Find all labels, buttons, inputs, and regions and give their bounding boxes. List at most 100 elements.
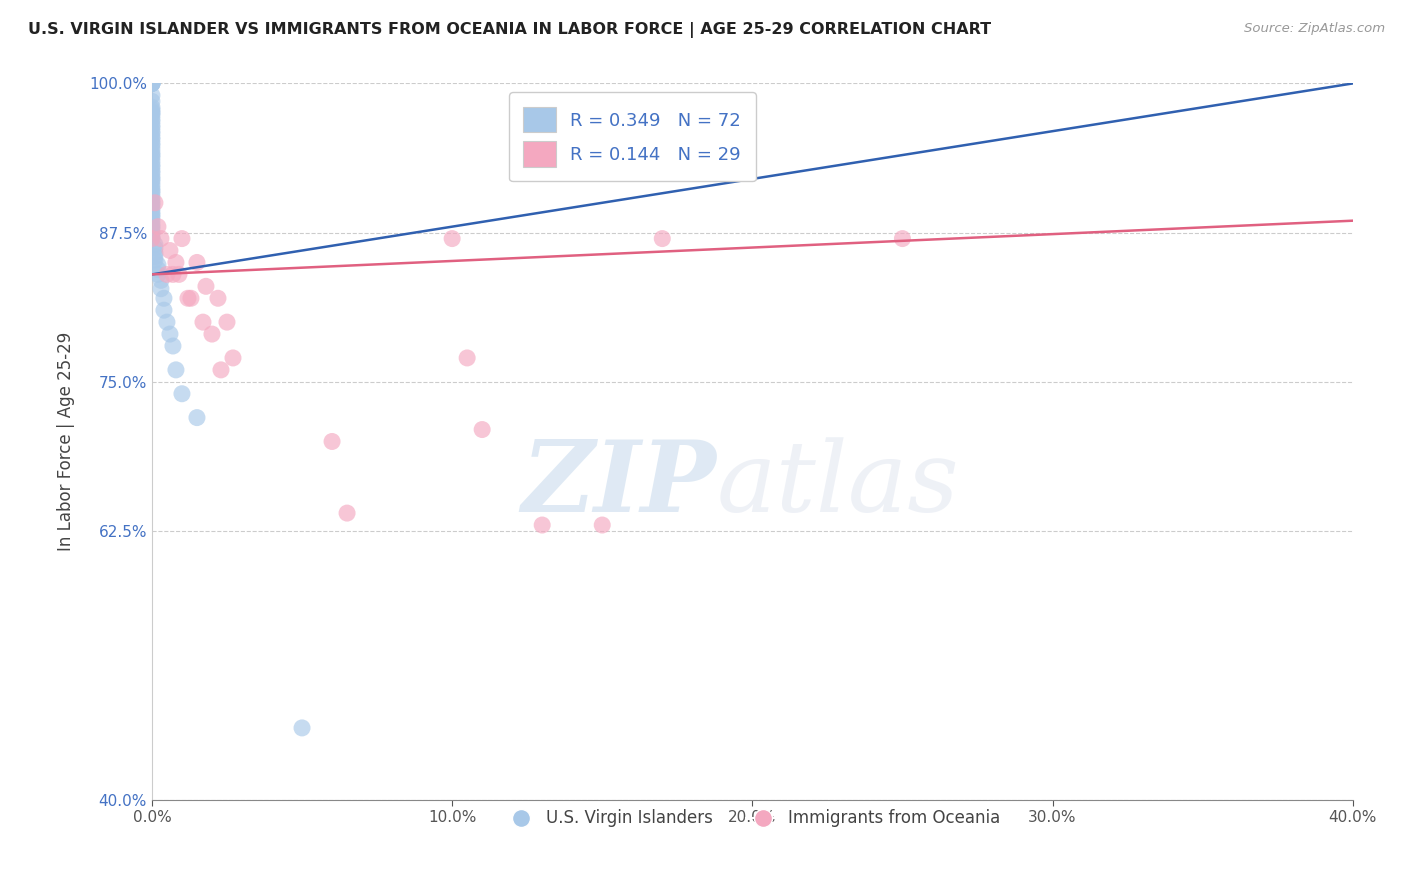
Point	[141, 198, 163, 212]
Point	[153, 291, 176, 305]
Point	[471, 423, 494, 437]
Point	[141, 163, 163, 178]
Point	[141, 186, 163, 201]
Point	[141, 148, 163, 162]
Point	[170, 386, 193, 401]
Point	[149, 282, 172, 296]
Point	[209, 363, 232, 377]
Point	[141, 127, 163, 141]
Text: ZIP: ZIP	[522, 436, 716, 533]
Point	[141, 120, 163, 135]
Point	[215, 315, 238, 329]
Point	[141, 205, 163, 219]
Point	[162, 268, 184, 282]
Point	[141, 77, 163, 91]
Point	[141, 208, 163, 222]
Point	[222, 351, 245, 365]
Point	[141, 154, 163, 169]
Point	[141, 88, 163, 103]
Point	[321, 434, 343, 449]
Point	[141, 181, 163, 195]
Point	[156, 315, 179, 329]
Point	[141, 222, 163, 236]
Text: U.S. VIRGIN ISLANDER VS IMMIGRANTS FROM OCEANIA IN LABOR FORCE | AGE 25-29 CORRE: U.S. VIRGIN ISLANDER VS IMMIGRANTS FROM …	[28, 22, 991, 38]
Point	[186, 255, 208, 269]
Point	[141, 166, 163, 180]
Point	[207, 291, 229, 305]
Point	[141, 105, 163, 120]
Point	[591, 518, 613, 533]
Point	[143, 237, 166, 252]
Point	[141, 231, 163, 245]
Point	[141, 231, 163, 245]
Point	[141, 160, 163, 174]
Point	[141, 142, 163, 156]
Point	[141, 109, 163, 123]
Point	[159, 244, 181, 258]
Point	[143, 250, 166, 264]
Point	[143, 241, 166, 255]
Point	[141, 158, 163, 172]
Point	[201, 327, 224, 342]
Point	[180, 291, 202, 305]
Point	[141, 77, 163, 91]
Point	[165, 255, 187, 269]
Point	[141, 178, 163, 192]
Point	[456, 351, 478, 365]
Point	[141, 77, 163, 91]
Point	[141, 229, 163, 244]
Point	[143, 253, 166, 268]
Point	[141, 118, 163, 132]
Point	[146, 219, 169, 234]
Point	[141, 213, 163, 227]
Point	[141, 174, 163, 188]
Point	[336, 506, 359, 520]
Point	[141, 226, 163, 240]
Point	[146, 258, 169, 272]
Point	[141, 114, 163, 128]
Point	[141, 145, 163, 160]
Point	[141, 100, 163, 114]
Point	[191, 315, 214, 329]
Point	[149, 231, 172, 245]
Point	[159, 327, 181, 342]
Point	[143, 195, 166, 210]
Point	[141, 190, 163, 204]
Point	[141, 217, 163, 231]
Point	[167, 268, 190, 282]
Point	[441, 231, 464, 245]
Legend: U.S. Virgin Islanders, Immigrants from Oceania: U.S. Virgin Islanders, Immigrants from O…	[498, 803, 1007, 834]
Text: atlas: atlas	[716, 437, 959, 533]
Point	[156, 268, 179, 282]
Point	[141, 184, 163, 198]
Point	[141, 138, 163, 153]
Point	[141, 106, 163, 120]
Point	[141, 112, 163, 127]
Point	[146, 262, 169, 277]
Point	[186, 410, 208, 425]
Point	[141, 202, 163, 216]
Point	[194, 279, 217, 293]
Point	[531, 518, 554, 533]
Point	[149, 273, 172, 287]
Point	[141, 172, 163, 186]
Point	[141, 195, 163, 210]
Point	[141, 169, 163, 184]
Point	[141, 103, 163, 117]
Point	[146, 268, 169, 282]
Point	[153, 303, 176, 318]
Point	[141, 77, 163, 91]
Y-axis label: In Labor Force | Age 25-29: In Labor Force | Age 25-29	[58, 332, 75, 551]
Point	[141, 132, 163, 146]
Point	[141, 194, 163, 208]
Point	[143, 246, 166, 260]
Point	[141, 210, 163, 224]
Point	[141, 136, 163, 150]
Point	[291, 721, 314, 735]
Point	[651, 231, 673, 245]
Point	[165, 363, 187, 377]
Point	[141, 130, 163, 145]
Point	[141, 77, 163, 91]
Point	[170, 231, 193, 245]
Point	[177, 291, 200, 305]
